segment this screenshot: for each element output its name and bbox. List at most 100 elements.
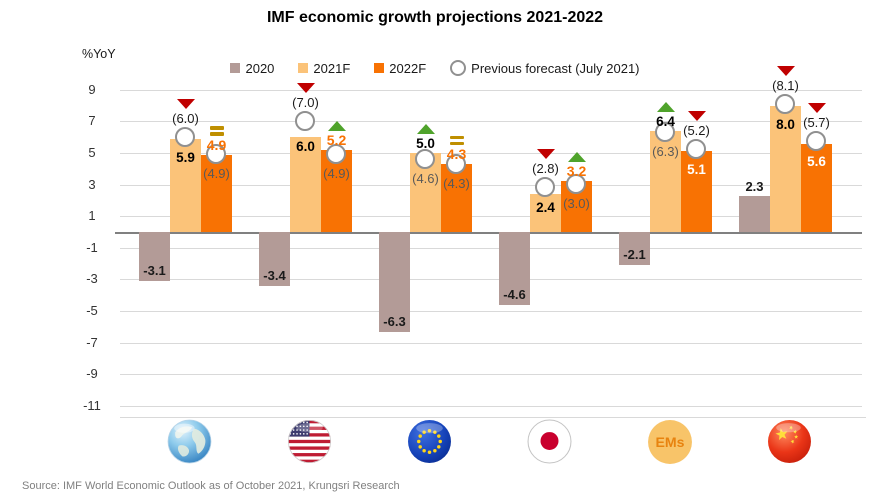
- previous-forecast-label: (5.2): [683, 123, 710, 139]
- green-up-triangle-icon: [567, 152, 586, 163]
- bar-value-label-2020-japan: -4.6: [503, 286, 526, 302]
- red-down-triangle-icon: [776, 65, 795, 76]
- previous-forecast-circle-marker: [326, 144, 346, 165]
- red-down-triangle-icon: [687, 111, 706, 122]
- bar-value-label: 5.9: [176, 149, 195, 165]
- bar-2022f-eu: [441, 164, 472, 232]
- gold-equal-bar: [209, 126, 224, 130]
- bar-value-label-2020-us: -3.4: [263, 267, 286, 283]
- bar-value-label: 6.0: [296, 139, 315, 155]
- category-baseline: [120, 417, 866, 418]
- previous-forecast-label: (5.7): [803, 115, 830, 131]
- eu-flag-icon: [407, 419, 453, 465]
- y-tick-label: -9: [86, 366, 98, 382]
- y-tick-label: -3: [86, 271, 98, 287]
- bar-2021f-ems: [650, 130, 681, 232]
- chart-title: IMF economic growth projections 2021-202…: [266, 9, 604, 26]
- y-tick-label: -5: [86, 303, 98, 318]
- gridline: [120, 89, 862, 91]
- bar-value-label: 5.0: [416, 136, 435, 151]
- china-flag-icon: [767, 419, 813, 465]
- zero-axis-line: [115, 232, 862, 234]
- bar-value-label-2020-eu: -6.3: [383, 313, 406, 329]
- gridline: [120, 374, 862, 376]
- previous-forecast-circle-marker: [775, 93, 795, 114]
- previous-forecast-label: (6.3): [652, 143, 679, 159]
- gold-equal-bar: [449, 141, 464, 146]
- bar-value-label: 3.2: [566, 163, 587, 180]
- gold-equal-sign-icon: [209, 126, 224, 136]
- gridline: [120, 342, 862, 344]
- legend-swatch: [230, 63, 241, 73]
- gridline: [120, 247, 862, 249]
- bar-2020-us: [259, 232, 290, 286]
- y-tick-label: 3: [88, 176, 96, 192]
- bar-2020-china: [739, 195, 770, 232]
- bar-2022f-china: [801, 143, 832, 232]
- svg-text:EMs: EMs: [655, 434, 684, 450]
- y-tick-label: 7: [88, 113, 96, 129]
- previous-forecast-label: (4.6): [412, 170, 439, 186]
- bar-value-label: 5.2: [326, 131, 347, 148]
- legend-item-2020: 2020: [230, 61, 274, 76]
- globe-icon: [167, 419, 213, 465]
- red-down-triangle-icon: [296, 82, 315, 93]
- bar-value-label: 2.4: [536, 200, 555, 216]
- legend-item-2022f: 2022F: [374, 61, 426, 76]
- gridline: [120, 184, 862, 186]
- previous-forecast-circle-marker: [655, 121, 675, 142]
- bar-2020-eu: [379, 232, 410, 332]
- gold-equal-bar: [209, 132, 224, 136]
- ems-icon: EMs: [647, 419, 693, 465]
- previous-forecast-label: (3.0): [563, 196, 590, 212]
- previous-forecast-circle-marker: [806, 131, 826, 152]
- bar-value-label-2020-world: -3.1: [143, 262, 166, 278]
- us-flag-icon: [287, 419, 333, 465]
- green-up-triangle-icon: [416, 124, 435, 134]
- previous-forecast-label: (2.8): [532, 161, 559, 177]
- chart-legend: 2020 2021F 2022F Previous forecast (July 20…: [0, 60, 870, 76]
- previous-forecast-label: (4.9): [203, 166, 230, 182]
- bar-value-label: 4.9: [206, 136, 227, 153]
- red-down-triangle-icon: [807, 103, 826, 114]
- gridline: [120, 216, 862, 218]
- bar-value-label-2020-ems: -2.1: [623, 247, 646, 263]
- gridline: [120, 279, 862, 281]
- bar-value-label-2020-china: 2.3: [745, 178, 764, 194]
- y-axis-unit-label: %YoY: [82, 47, 116, 61]
- gridline: [120, 311, 862, 312]
- previous-forecast-circle-marker: [295, 110, 315, 131]
- gold-equal-bar: [449, 135, 464, 140]
- gold-equal-sign-icon: [449, 135, 464, 146]
- legend-swatch: [298, 63, 309, 73]
- bar-2020-japan: [499, 232, 530, 305]
- bar-value-label: 8.0: [776, 116, 795, 132]
- red-down-triangle-icon: [536, 149, 555, 160]
- previous-forecast-circle-marker: [446, 153, 466, 174]
- japan-flag-icon: [527, 419, 573, 465]
- gridline: [120, 405, 862, 407]
- previous-forecast-circle-marker: [175, 126, 195, 147]
- bar-value-label: 5.1: [687, 162, 706, 178]
- bar-2021f-us: [290, 137, 321, 232]
- legend-swatch: [374, 63, 385, 73]
- previous-forecast-label: (6.0): [172, 110, 199, 126]
- legend-label: 2020: [245, 60, 275, 76]
- green-up-triangle-icon: [327, 120, 346, 131]
- previous-forecast-label: (7.0): [292, 94, 319, 110]
- red-down-triangle-icon: [176, 98, 195, 109]
- legend-circle-marker: [450, 60, 467, 76]
- y-tick-label: -11: [83, 397, 101, 413]
- previous-forecast-label: (4.3): [443, 175, 470, 191]
- previous-forecast-circle-marker: [535, 177, 555, 198]
- green-up-triangle-icon: [656, 101, 675, 112]
- legend-item-2021f: 2021F: [298, 61, 350, 76]
- bar-2021f-japan: [530, 194, 561, 232]
- bar-2022f-ems: [681, 151, 712, 232]
- bar-2021f-china: [770, 105, 801, 232]
- legend-label: 2021F: [313, 60, 351, 76]
- bar-value-label: 4.3: [446, 146, 467, 163]
- bar-2022f-world: [201, 154, 232, 232]
